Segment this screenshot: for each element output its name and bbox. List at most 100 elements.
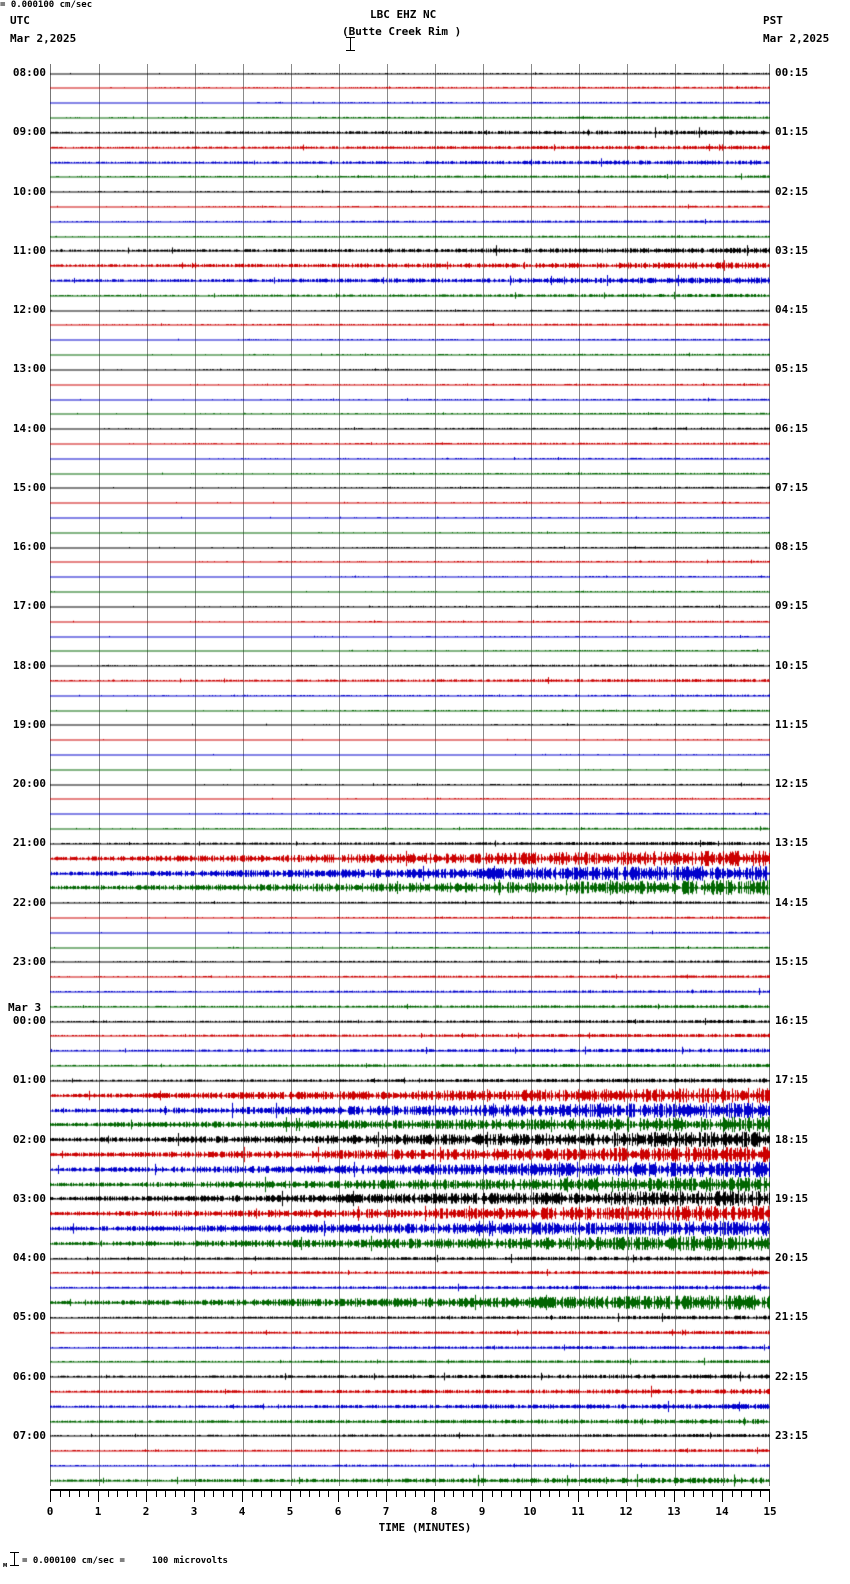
- hour-label-utc: 01:00: [12, 1073, 46, 1087]
- hour-label-utc: 08:00: [12, 66, 46, 80]
- x-tick-minor: [549, 1489, 551, 1497]
- x-tick-minor: [395, 1489, 397, 1497]
- x-tick-label: 9: [478, 1505, 486, 1518]
- hour-label-utc: 07:00: [12, 1428, 46, 1442]
- hour-label-utc: 16:00: [12, 540, 46, 554]
- hour-label-utc: 10:00: [12, 184, 46, 198]
- x-tick-minor: [136, 1489, 138, 1497]
- hour-label-utc: 02:00: [12, 1132, 46, 1146]
- x-axis: [50, 1489, 770, 1503]
- x-axis-title: TIME (MINUTES): [378, 1521, 472, 1534]
- hour-label-pst: 05:15: [775, 362, 809, 376]
- x-tick-minor: [270, 1489, 272, 1497]
- hour-label-utc: 04:00: [12, 1251, 46, 1265]
- hour-label-pst: 17:15: [775, 1073, 809, 1087]
- hour-label-utc: 21:00: [12, 836, 46, 850]
- footer-scale-text: = 0.000100 cm/sec = 100 microvolts: [22, 1556, 228, 1566]
- x-tick-minor: [174, 1489, 176, 1497]
- x-tick-label: 15: [763, 1505, 777, 1518]
- x-tick-minor: [645, 1489, 647, 1497]
- x-tick-major: [626, 1489, 627, 1502]
- hour-label-pst: 10:15: [775, 658, 809, 672]
- x-tick-minor: [750, 1489, 752, 1497]
- x-tick-minor: [683, 1489, 685, 1497]
- pst-timezone-label: PST: [763, 14, 783, 27]
- hour-label-pst: 21:15: [775, 1310, 809, 1324]
- hour-label-utc: 13:00: [12, 362, 46, 376]
- x-tick-label: 12: [619, 1505, 633, 1518]
- x-tick-minor: [453, 1489, 455, 1497]
- hour-label-pst: 06:15: [775, 421, 809, 435]
- x-tick-label: 7: [382, 1505, 390, 1518]
- x-tick-minor: [366, 1489, 368, 1497]
- x-tick-minor: [568, 1489, 570, 1497]
- x-tick-minor: [251, 1489, 253, 1497]
- x-tick-minor: [539, 1489, 541, 1497]
- x-tick-minor: [299, 1489, 301, 1497]
- x-tick-label: 5: [286, 1505, 294, 1518]
- x-tick-minor: [491, 1489, 493, 1497]
- x-tick-minor: [165, 1489, 167, 1497]
- x-tick-minor: [597, 1489, 599, 1497]
- x-tick-minor: [78, 1489, 80, 1497]
- x-tick-minor: [309, 1489, 311, 1497]
- x-tick-minor: [587, 1489, 589, 1497]
- x-tick-minor: [443, 1489, 445, 1497]
- x-tick-minor: [616, 1489, 618, 1497]
- x-tick-minor: [501, 1489, 503, 1497]
- pst-date-label: Mar 2,2025: [763, 32, 830, 45]
- x-tick-major: [98, 1489, 99, 1502]
- x-tick-major: [722, 1489, 723, 1502]
- hour-label-pst: 14:15: [775, 895, 809, 909]
- hour-label-utc: 22:00: [12, 895, 46, 909]
- x-tick-minor: [741, 1489, 743, 1497]
- x-tick-label: 8: [430, 1505, 438, 1518]
- x-tick-major: [769, 1489, 770, 1502]
- trace-row: [50, 1469, 770, 1491]
- x-tick-minor: [232, 1489, 234, 1497]
- x-tick-label: 3: [190, 1505, 198, 1518]
- x-tick-minor: [693, 1489, 695, 1497]
- hour-label-pst: 23:15: [775, 1428, 809, 1442]
- x-tick-label: 0: [46, 1505, 54, 1518]
- x-tick-minor: [107, 1489, 109, 1497]
- x-tick-minor: [318, 1489, 320, 1497]
- hour-label-pst: 02:15: [775, 184, 809, 198]
- x-tick-minor: [347, 1489, 349, 1497]
- x-tick-minor: [472, 1489, 474, 1497]
- x-tick-label: 14: [715, 1505, 729, 1518]
- station-name-title: (Butte Creek Rim ): [342, 25, 462, 38]
- x-tick-major: [530, 1489, 531, 1502]
- hour-label-utc: 00:00: [12, 1014, 46, 1028]
- x-tick-minor: [702, 1489, 704, 1497]
- x-tick-major: [674, 1489, 675, 1502]
- hour-label-pst: 11:15: [775, 717, 809, 731]
- hour-label-pst: 08:15: [775, 540, 809, 554]
- hour-label-pst: 07:15: [775, 480, 809, 494]
- x-tick-minor: [712, 1489, 714, 1497]
- x-tick-minor: [405, 1489, 407, 1497]
- station-code-title: LBC EHZ NC: [370, 8, 437, 21]
- scale-legend-text: = 0.000100 cm/sec: [0, 0, 93, 10]
- x-tick-minor: [88, 1489, 90, 1497]
- x-tick-minor: [424, 1489, 426, 1497]
- x-tick-minor: [261, 1489, 263, 1497]
- hour-label-utc: 18:00: [12, 658, 46, 672]
- x-tick-major: [386, 1489, 387, 1502]
- hour-label-pst: 19:15: [775, 1191, 809, 1205]
- hour-label-pst: 15:15: [775, 954, 809, 968]
- hour-label-utc: 20:00: [12, 777, 46, 791]
- x-tick-minor: [510, 1489, 512, 1497]
- utc-date-label: Mar 2,2025: [10, 32, 77, 45]
- hour-label-utc: 15:00: [12, 480, 46, 494]
- x-tick-minor: [760, 1489, 762, 1497]
- x-tick-label: 11: [571, 1505, 585, 1518]
- hour-label-utc: 23:00: [12, 954, 46, 968]
- x-tick-minor: [126, 1489, 128, 1497]
- x-tick-minor: [222, 1489, 224, 1497]
- hour-label-pst: 01:15: [775, 125, 809, 139]
- x-tick-minor: [414, 1489, 416, 1497]
- x-tick-major: [194, 1489, 195, 1502]
- hour-label-pst: 20:15: [775, 1251, 809, 1265]
- x-tick-major: [578, 1489, 579, 1502]
